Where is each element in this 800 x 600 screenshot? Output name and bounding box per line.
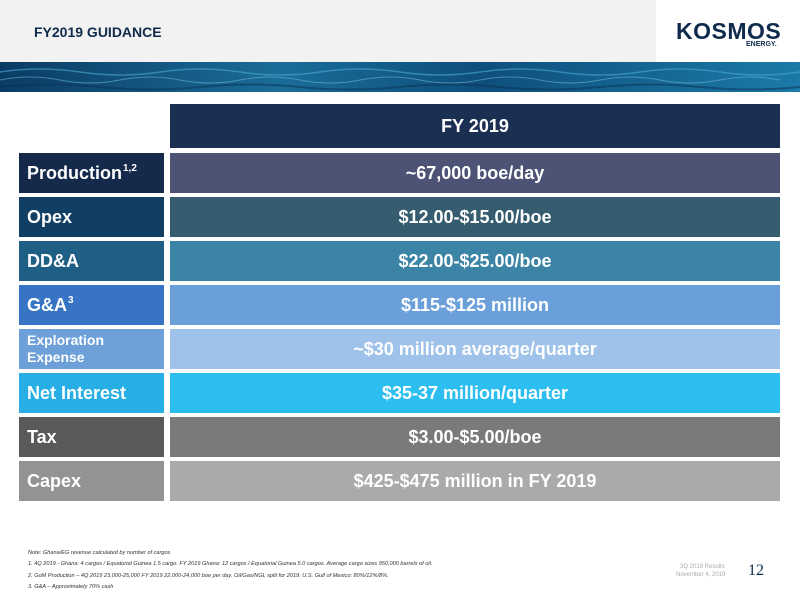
ocean-banner xyxy=(0,62,800,92)
footnotes: Note: Ghana/EG revenue calculated by num… xyxy=(28,548,432,593)
row-label: DD&A xyxy=(19,241,164,281)
footnote-marker: 3 xyxy=(68,294,74,306)
row-label: G&A 3 xyxy=(19,285,164,325)
row-label-text: Production xyxy=(27,162,122,183)
footnote: 2. GoM Production – 4Q 2019 23,000-25,00… xyxy=(28,572,389,579)
row-label: Opex xyxy=(19,197,164,237)
row-value: $35-37 million/quarter xyxy=(170,373,780,413)
column-header: FY 2019 xyxy=(170,104,780,148)
footnote: Note: Ghana/EG revenue calculated by num… xyxy=(28,550,171,556)
row-value: $22.00-$25.00/boe xyxy=(170,241,780,281)
row-value: ~$30 million average/quarter xyxy=(170,329,780,369)
row-label-text: Capex xyxy=(27,470,82,491)
row-label: Exploration Expense xyxy=(19,329,164,369)
row-value: $3.00-$5.00/boe xyxy=(170,417,780,457)
row-label: Net Interest xyxy=(19,373,164,413)
row-label: Capex xyxy=(19,461,164,501)
row-label: Tax xyxy=(19,417,164,457)
row-label-text: Opex xyxy=(27,206,73,227)
footnote-marker: 1,2 xyxy=(123,162,137,174)
row-label-text: Tax xyxy=(27,426,57,447)
row-value: ~67,000 boe/day xyxy=(170,153,780,193)
footer-date: November 4, 2019 xyxy=(676,572,726,578)
logo xyxy=(656,0,800,62)
row-label-text: Net Interest xyxy=(27,382,127,403)
row-value: $425-$475 million in FY 2019 xyxy=(170,461,780,501)
row-value: $12.00-$15.00/boe xyxy=(170,197,780,237)
page-title: FY2019 GUIDANCE xyxy=(34,24,162,40)
footer-presentation: 3Q 2019 Results xyxy=(680,564,725,570)
row-value: $115-$125 million xyxy=(170,285,780,325)
logo-subtext: ENERGY. xyxy=(746,41,777,48)
footnote: 3. G&A – Approximately 70% cash xyxy=(28,583,114,590)
row-label-text: Exploration Expense xyxy=(27,332,105,365)
row-label-text: DD&A xyxy=(27,250,79,271)
row-label: Production 1,2 xyxy=(19,153,164,193)
row-label-text: G&A xyxy=(27,294,67,315)
logo-text: KOSMOS xyxy=(676,18,782,44)
page-number: 12 xyxy=(748,562,764,579)
footnote: 1. 4Q 2019 - Ghana: 4 cargos / Equatoria… xyxy=(28,561,433,568)
